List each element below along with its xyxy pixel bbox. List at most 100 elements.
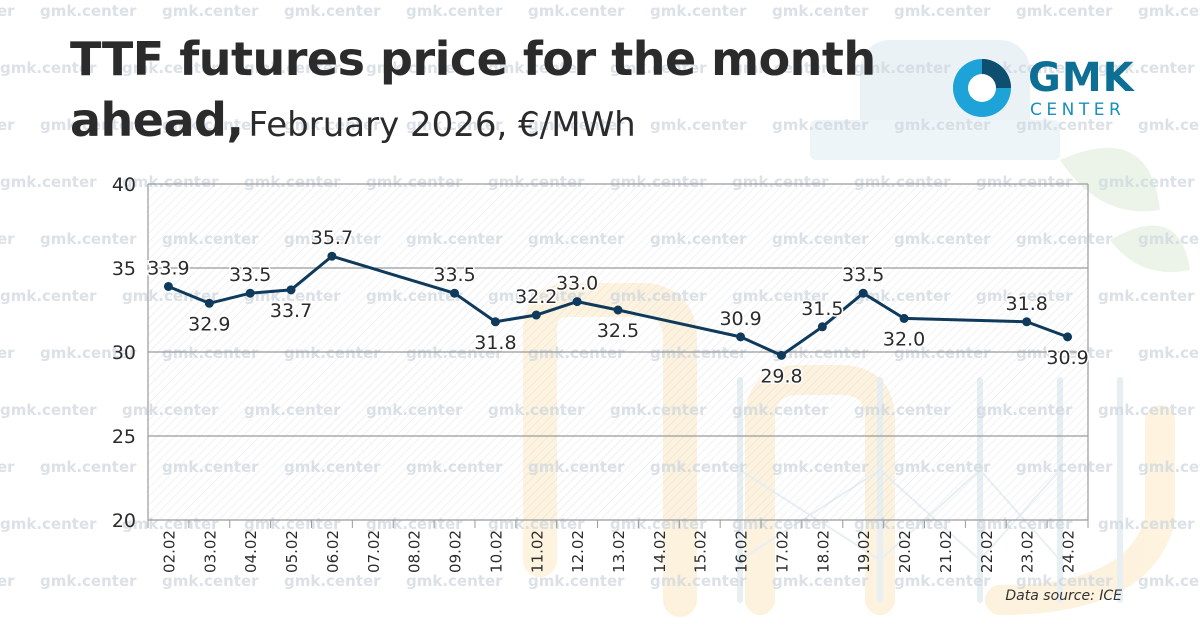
watermark-text: gmk.center: [894, 572, 991, 590]
data-point: [450, 288, 460, 298]
x-tick-label: 10.02: [487, 530, 505, 573]
x-tick-label: 06.02: [324, 530, 342, 573]
watermark-text: gmk.center: [772, 572, 869, 590]
x-tick-label: 07.02: [365, 530, 383, 573]
title-bold: TTF futures price for the month ahead,: [70, 32, 876, 147]
watermark-text: gmk.center: [162, 116, 259, 134]
x-tick-label: 12.02: [569, 530, 587, 573]
watermark-text: gmk.center: [162, 2, 259, 20]
data-point: [736, 332, 746, 342]
watermark-text: gmk.center: [0, 287, 97, 305]
data-label: 30.9: [719, 308, 761, 330]
data-label: 33.5: [842, 264, 884, 286]
chart-title: TTF futures price for the month ahead, F…: [70, 34, 910, 156]
watermark-text: gmk.center: [528, 572, 625, 590]
data-point: [899, 313, 909, 323]
watermark-text: gmk.center: [894, 2, 991, 20]
data-label: 32.5: [597, 320, 639, 342]
watermark-text: gmk.center: [1016, 2, 1113, 20]
watermark-text: gmk.center: [1138, 230, 1200, 248]
x-tick-label: 18.02: [814, 530, 832, 573]
watermark-text: gmk.center: [610, 59, 707, 77]
x-tick-label: 13.02: [610, 530, 628, 573]
x-tick-label: 15.02: [692, 530, 710, 573]
watermark-text: gmk.center: [40, 458, 137, 476]
watermark-text: gmk.center: [244, 59, 341, 77]
x-tick-label: 24.02: [1060, 530, 1078, 573]
watermark-text: gmk.center: [1098, 287, 1195, 305]
watermark-text: gmk.center: [40, 572, 137, 590]
watermark-text: gmk.center: [406, 2, 503, 20]
data-point: [163, 281, 173, 291]
y-tick-label: 30: [112, 342, 136, 364]
data-point: [204, 298, 214, 308]
watermark-text: gmk.center: [40, 2, 137, 20]
watermark-text: gmk.center: [40, 230, 137, 248]
watermark-text: gmk.center: [122, 59, 219, 77]
data-point: [327, 251, 337, 261]
x-tick-label: 11.02: [528, 530, 546, 573]
x-tick-label: 04.02: [242, 530, 260, 573]
x-tick-label: 17.02: [773, 530, 791, 573]
x-tick-label: 23.02: [1019, 530, 1037, 573]
data-point: [572, 297, 582, 307]
data-point: [776, 350, 786, 360]
watermark-text: gmk.center: [284, 572, 381, 590]
data-source: Data source: ICE: [1005, 588, 1122, 604]
x-tick-label: 20.02: [896, 530, 914, 573]
data-label: 33.9: [147, 257, 189, 279]
data-point: [858, 288, 868, 298]
title-subtitle: February 2026, €/MWh: [248, 105, 636, 145]
watermark-text: gmk.center: [854, 59, 951, 77]
gmk-logo-icon: [953, 59, 1011, 117]
watermark-text: gmk.center: [0, 458, 15, 476]
watermark-text: gmk.center: [1138, 116, 1200, 134]
data-label: 35.7: [311, 227, 353, 249]
x-tick-label: 19.02: [855, 530, 873, 573]
watermark-text: gmk.center: [0, 173, 97, 191]
watermark-text: gmk.center: [1016, 572, 1113, 590]
data-label: 33.5: [229, 264, 271, 286]
data-label: 31.8: [1006, 293, 1048, 315]
watermark-text: gmk.center: [0, 59, 97, 77]
watermark-text: gmk.center: [1098, 515, 1195, 533]
watermark-text: gmk.center: [1138, 344, 1200, 362]
y-tick-label: 40: [112, 174, 136, 196]
watermark-text: gmk.center: [284, 116, 381, 134]
y-tick-label: 25: [112, 426, 136, 448]
data-point: [245, 288, 255, 298]
logo-name: GMK: [1028, 55, 1135, 101]
data-label: 33.5: [433, 264, 475, 286]
x-tick-label: 21.02: [937, 530, 955, 573]
data-label: 33.0: [556, 273, 598, 295]
x-tick-label: 02.02: [160, 530, 178, 573]
watermark-text: gmk.center: [1098, 173, 1195, 191]
watermark-text: gmk.center: [488, 59, 585, 77]
data-label: 31.5: [801, 298, 843, 320]
watermark-text: gmk.center: [772, 116, 869, 134]
x-tick-label: 22.02: [978, 530, 996, 573]
watermark-text: gmk.center: [1016, 116, 1113, 134]
watermark-text: gmk.center: [0, 515, 97, 533]
data-point: [613, 305, 623, 315]
watermark-text: gmk.center: [528, 116, 625, 134]
watermark-text: gmk.center: [0, 116, 15, 134]
gmk-center-logo: GMK CENTER: [950, 56, 1160, 126]
watermark-text: gmk.center: [1138, 572, 1200, 590]
data-label: 29.8: [760, 365, 802, 387]
data-label: 31.8: [474, 332, 516, 354]
y-tick-label: 20: [112, 510, 136, 532]
data-point: [1022, 317, 1032, 327]
watermark-text: gmk.center: [406, 572, 503, 590]
watermark-text: gmk.center: [1098, 59, 1195, 77]
watermark-text: gmk.center: [0, 344, 15, 362]
data-point: [490, 317, 500, 327]
watermark-text: gmk.center: [1138, 458, 1200, 476]
watermark-text: gmk.center: [732, 59, 829, 77]
watermark-text: gmk.center: [162, 572, 259, 590]
data-point: [286, 285, 296, 295]
data-label: 32.0: [883, 328, 925, 350]
data-label: 32.9: [188, 313, 230, 335]
watermark-text: gmk.center: [40, 116, 137, 134]
